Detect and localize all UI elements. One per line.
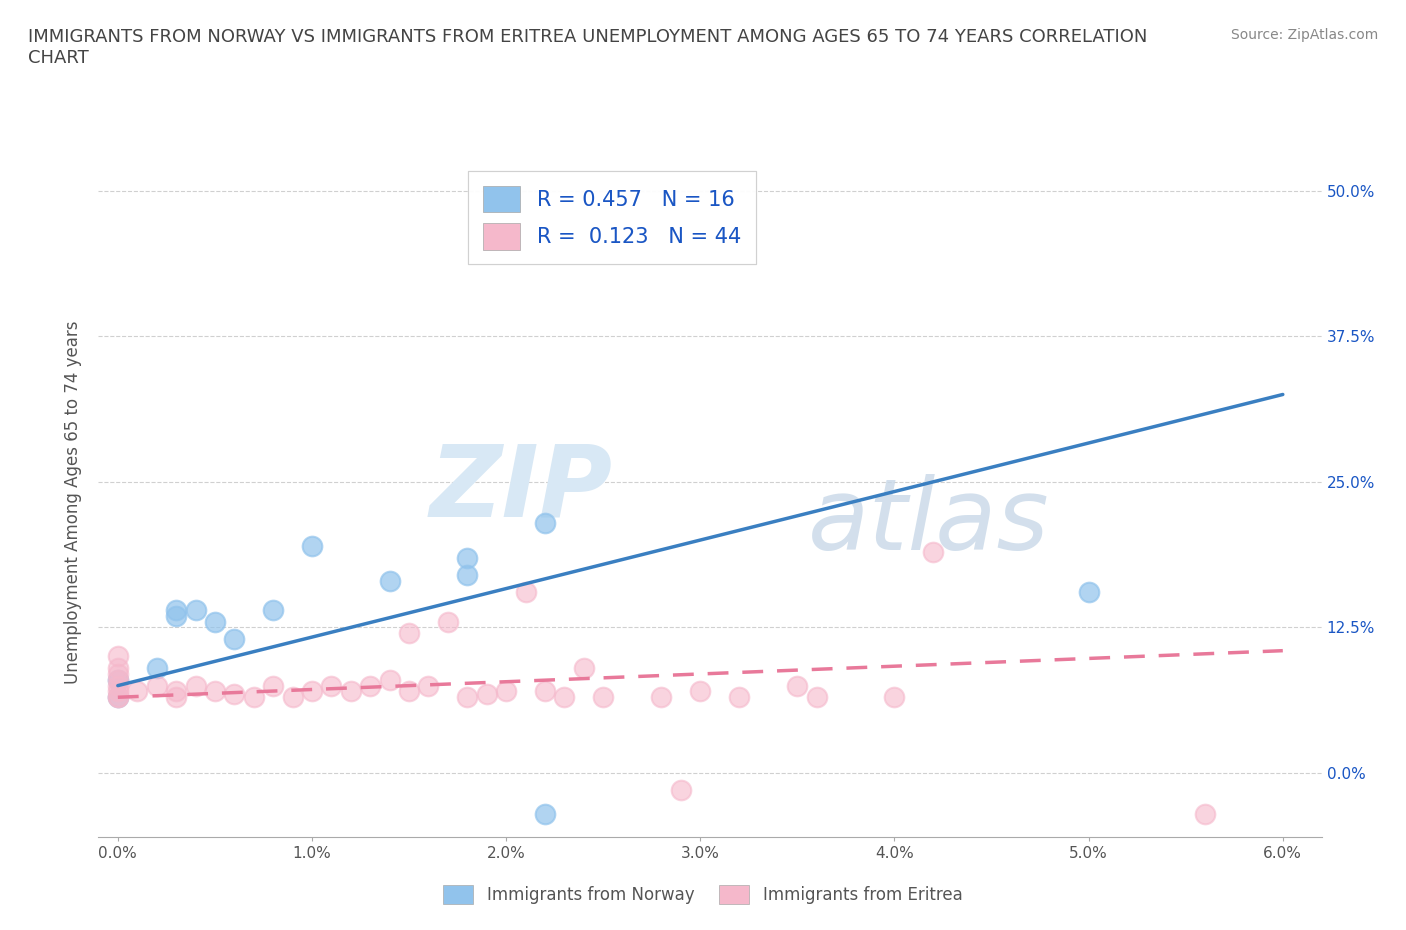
Point bbox=[107, 678, 129, 693]
Text: IMMIGRANTS FROM NORWAY VS IMMIGRANTS FROM ERITREA UNEMPLOYMENT AMONG AGES 65 TO : IMMIGRANTS FROM NORWAY VS IMMIGRANTS FRO… bbox=[28, 28, 1147, 67]
Point bbox=[534, 684, 557, 698]
Point bbox=[107, 667, 129, 682]
Point bbox=[204, 614, 226, 629]
Text: Source: ZipAtlas.com: Source: ZipAtlas.com bbox=[1230, 28, 1378, 42]
Text: ZIP: ZIP bbox=[429, 440, 612, 538]
Point bbox=[728, 690, 751, 705]
Point bbox=[398, 626, 420, 641]
Point bbox=[107, 690, 129, 705]
Point bbox=[534, 515, 557, 530]
Legend: R = 0.457   N = 16, R =  0.123   N = 44: R = 0.457 N = 16, R = 0.123 N = 44 bbox=[468, 171, 756, 264]
Point bbox=[359, 678, 381, 693]
Point bbox=[515, 585, 537, 600]
Point bbox=[340, 684, 363, 698]
Legend: Immigrants from Norway, Immigrants from Eritrea: Immigrants from Norway, Immigrants from … bbox=[434, 876, 972, 912]
Point bbox=[378, 574, 401, 589]
Point bbox=[1194, 806, 1216, 821]
Point bbox=[456, 690, 478, 705]
Point bbox=[437, 614, 460, 629]
Point bbox=[184, 603, 207, 618]
Point bbox=[572, 660, 595, 675]
Point bbox=[165, 603, 187, 618]
Point bbox=[107, 684, 129, 698]
Point bbox=[398, 684, 420, 698]
Point bbox=[107, 660, 129, 675]
Point bbox=[301, 538, 323, 553]
Point bbox=[592, 690, 614, 705]
Point bbox=[301, 684, 323, 698]
Point bbox=[321, 678, 343, 693]
Point bbox=[1077, 585, 1099, 600]
Point bbox=[107, 649, 129, 664]
Point bbox=[145, 678, 167, 693]
Point bbox=[184, 678, 207, 693]
Point bbox=[204, 684, 226, 698]
Point bbox=[224, 686, 246, 701]
Point bbox=[107, 690, 129, 705]
Point bbox=[242, 690, 264, 705]
Point bbox=[224, 631, 246, 646]
Point bbox=[456, 567, 478, 582]
Point bbox=[883, 690, 905, 705]
Point bbox=[534, 806, 557, 821]
Text: atlas: atlas bbox=[808, 473, 1049, 571]
Point bbox=[495, 684, 517, 698]
Point bbox=[107, 672, 129, 687]
Point bbox=[922, 544, 945, 559]
Point bbox=[650, 690, 672, 705]
Point bbox=[281, 690, 304, 705]
Point bbox=[475, 686, 498, 701]
Point bbox=[553, 690, 575, 705]
Y-axis label: Unemployment Among Ages 65 to 74 years: Unemployment Among Ages 65 to 74 years bbox=[65, 321, 83, 684]
Point bbox=[165, 608, 187, 623]
Point bbox=[806, 690, 828, 705]
Point bbox=[107, 690, 129, 705]
Point bbox=[786, 678, 808, 693]
Point bbox=[378, 672, 401, 687]
Point bbox=[456, 550, 478, 565]
Point bbox=[127, 684, 149, 698]
Point bbox=[262, 678, 284, 693]
Point bbox=[669, 783, 692, 798]
Point bbox=[262, 603, 284, 618]
Point bbox=[165, 684, 187, 698]
Point bbox=[689, 684, 711, 698]
Point bbox=[165, 690, 187, 705]
Point bbox=[145, 660, 167, 675]
Point bbox=[107, 672, 129, 687]
Point bbox=[418, 678, 440, 693]
